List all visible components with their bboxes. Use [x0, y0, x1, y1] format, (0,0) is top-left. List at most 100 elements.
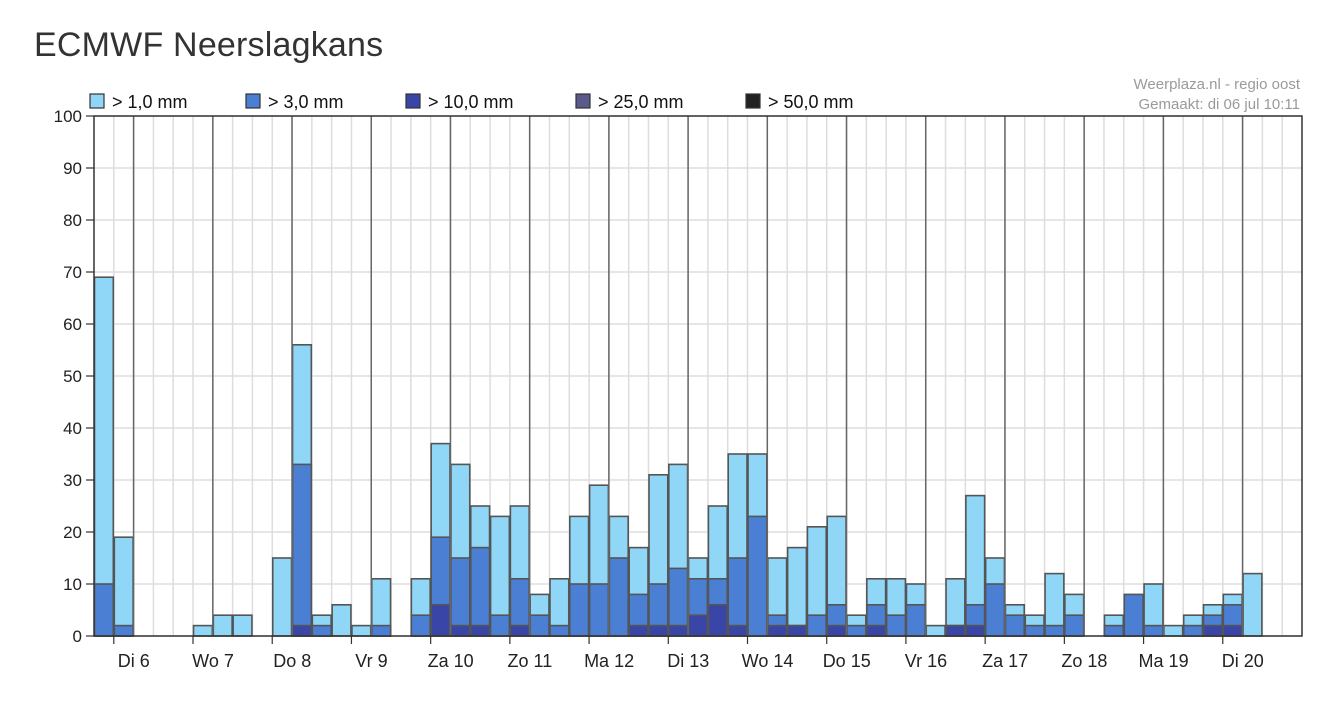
- bar-2-53: [1143, 624, 1164, 637]
- y-tick-label: 50: [63, 367, 82, 386]
- x-tick-label: Ma 19: [1139, 651, 1189, 671]
- bar-1-13: [351, 624, 372, 637]
- y-tick-label: 40: [63, 419, 82, 438]
- bar-2-32: [727, 557, 748, 637]
- bar-1-9: [271, 557, 293, 637]
- bar-1-7: [232, 614, 253, 637]
- bar-2-19: [469, 546, 491, 637]
- page-title: ECMWF Neerslagkans: [34, 26, 384, 64]
- bar-3-30: [687, 614, 709, 637]
- y-tick-label: 100: [54, 107, 82, 126]
- legend-label-5: > 50,0 mm: [768, 92, 854, 112]
- bar-1-12: [331, 603, 352, 637]
- bar-2-23: [549, 624, 570, 637]
- legend-swatch-1: [89, 93, 105, 109]
- legend-label-2: > 3,0 mm: [268, 92, 344, 112]
- y-tick-label: 30: [63, 471, 82, 490]
- legend-swatch-3: [405, 93, 421, 109]
- bar-3-44: [965, 624, 986, 637]
- x-tick-label: Za 10: [428, 651, 474, 671]
- credit-timestamp: Gemaakt: di 06 jul 10:11: [1139, 96, 1300, 113]
- bar-2-45: [984, 583, 1006, 637]
- x-tick-label: Di 13: [667, 651, 709, 671]
- y-tick-label: 0: [73, 627, 82, 646]
- bar-3-43: [945, 624, 966, 637]
- bar-3-39: [866, 624, 887, 637]
- bar-2-49: [1064, 614, 1085, 637]
- x-tick-label: Zo 18: [1061, 651, 1107, 671]
- credit-source: Weerplaza.nl - regio oost: [1134, 76, 1301, 93]
- day-separators: [132, 116, 1244, 636]
- bar-3-31: [707, 603, 729, 637]
- x-tick-label: Do 8: [273, 651, 311, 671]
- bar-1-6: [212, 614, 233, 637]
- bar-2-1: [113, 624, 134, 637]
- bar-3-34: [767, 624, 788, 637]
- x-tick-label: Vr 9: [355, 651, 387, 671]
- bar-1-0: [93, 276, 115, 637]
- x-tick-label: Di 6: [118, 651, 150, 671]
- x-tick-label: Wo 14: [742, 651, 794, 671]
- bar-2-36: [806, 614, 828, 637]
- bar-1-54: [1163, 624, 1184, 637]
- bar-2-18: [450, 557, 471, 637]
- bar-3-29: [667, 624, 689, 637]
- bar-3-32: [727, 624, 748, 637]
- bar-1-42: [925, 624, 946, 637]
- bar-2-47: [1024, 624, 1045, 637]
- x-tick-label: Vr 16: [905, 651, 947, 671]
- bar-2-24: [568, 583, 590, 637]
- y-tick-label: 90: [63, 159, 82, 178]
- bar-3-18: [450, 624, 471, 637]
- x-tick-label: Di 20: [1222, 651, 1264, 671]
- bar-2-20: [489, 614, 511, 637]
- legend-swatch-2: [245, 93, 261, 109]
- legend-swatch-5: [745, 93, 761, 109]
- legend-label-3: > 10,0 mm: [428, 92, 514, 112]
- bar-3-37: [826, 624, 847, 637]
- legend-label-4: > 25,0 mm: [598, 92, 684, 112]
- y-tick-label: 60: [63, 315, 82, 334]
- bar-3-10: [291, 624, 313, 637]
- bar-2-33: [747, 515, 768, 637]
- x-tick-label: Ma 12: [584, 651, 634, 671]
- bar-2-48: [1044, 624, 1065, 637]
- x-tick-label: Do 15: [823, 651, 871, 671]
- bar-2-16: [410, 614, 431, 637]
- y-tick-label: 70: [63, 263, 82, 282]
- bar-2-26: [608, 557, 629, 637]
- bar-2-22: [529, 614, 550, 637]
- x-axis-labels: Di 6 Wo 7 Do 8 Vr 9 Za 10 Zo 11 Ma 12 Di 13 Wo 1…: [113, 636, 1264, 671]
- y-tick-label: 80: [63, 211, 82, 230]
- bar-3-21: [509, 624, 530, 637]
- legend-swatch-4: [575, 93, 591, 109]
- legend: > 1,0 mm > 3,0 mm > 10,0 mm > 25,0 mm > 50,0…: [89, 92, 854, 112]
- bar-2-40: [885, 614, 907, 637]
- bar-2-38: [846, 624, 867, 637]
- bar-3-35: [786, 624, 808, 637]
- y-tick-label: 10: [63, 575, 82, 594]
- bar-2-11: [311, 624, 332, 637]
- bar-1-58: [1242, 572, 1263, 637]
- bar-2-10: [291, 463, 313, 637]
- bar-2-41: [905, 603, 927, 637]
- bar-2-14: [370, 624, 392, 637]
- bars: [93, 276, 1263, 637]
- y-axis-ticks: 0 10 20 30 40 50 60 70 80 90 100: [54, 107, 94, 646]
- bar-2-52: [1123, 593, 1144, 637]
- bar-2-51: [1103, 624, 1125, 637]
- bar-1-1: [113, 536, 134, 637]
- bar-3-17: [430, 603, 451, 637]
- x-tick-label: Wo 7: [192, 651, 234, 671]
- y-tick-label: 20: [63, 523, 82, 542]
- bar-3-56: [1202, 624, 1224, 637]
- bar-1-5: [192, 624, 214, 637]
- x-tick-label: Zo 11: [508, 651, 553, 671]
- bar-2-46: [1004, 614, 1026, 637]
- bar-3-28: [648, 624, 669, 637]
- bar-1-35: [786, 546, 808, 637]
- bar-2-25: [588, 583, 610, 637]
- legend-label-1: > 1,0 mm: [112, 92, 188, 112]
- bar-3-57: [1222, 624, 1243, 637]
